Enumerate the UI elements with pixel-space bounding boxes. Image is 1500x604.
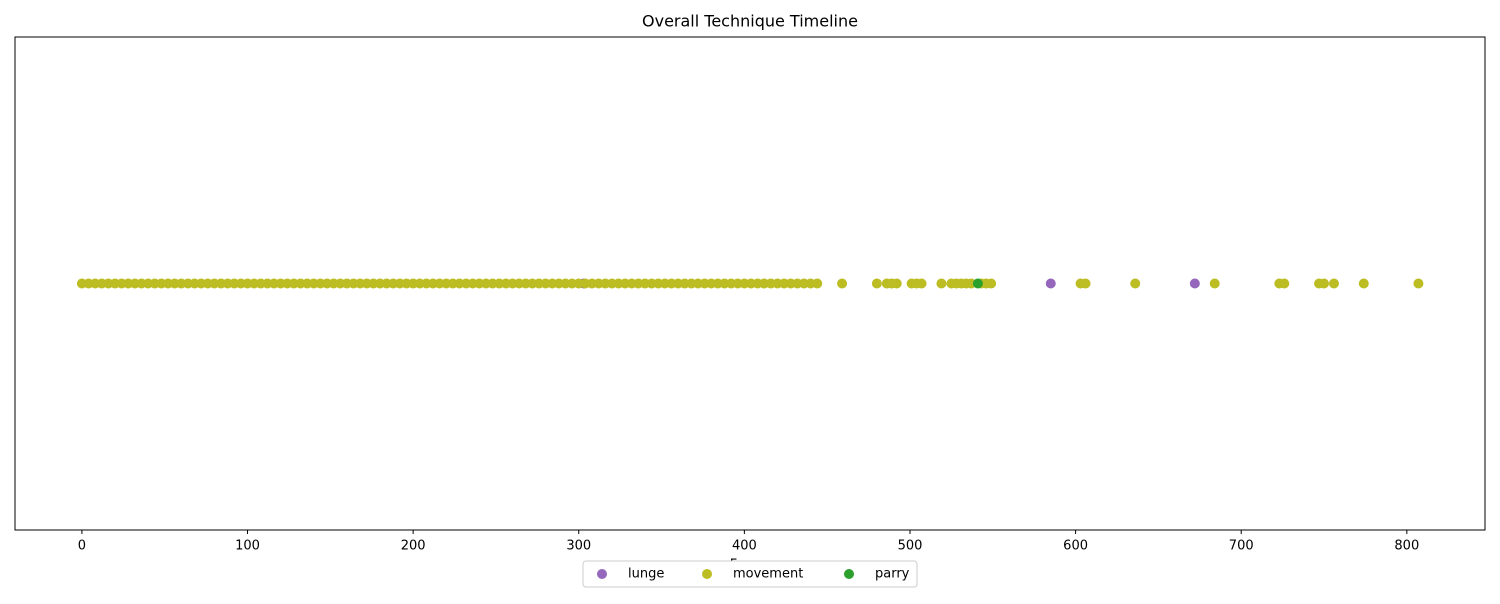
legend-marker [844, 569, 854, 579]
point [986, 278, 997, 289]
point [1189, 278, 1200, 289]
point [1209, 278, 1220, 289]
legend-marker [702, 569, 712, 579]
point [871, 278, 882, 289]
chart-title: Overall Technique Timeline [642, 12, 858, 31]
x-tick-label: 400 [732, 539, 757, 554]
legend-marker [597, 569, 607, 579]
x-tick-label: 800 [1394, 539, 1419, 554]
x-tick-label: 500 [898, 539, 923, 554]
x-tick-label: 0 [78, 539, 86, 554]
x-tick-label: 600 [1063, 539, 1088, 554]
point [1328, 278, 1339, 289]
point [1045, 278, 1056, 289]
x-tick-label: 100 [235, 539, 260, 554]
x-tick-label: 200 [401, 539, 426, 554]
point [837, 278, 848, 289]
point [1413, 278, 1424, 289]
point [812, 278, 823, 289]
x-tick-label: 700 [1229, 539, 1254, 554]
point [916, 278, 927, 289]
point [936, 278, 947, 289]
legend-box [582, 560, 918, 588]
x-tick-label: 300 [566, 539, 591, 554]
point [1080, 278, 1091, 289]
point [1358, 278, 1369, 289]
legend-label: parry [875, 567, 910, 582]
legend-label: lunge [628, 567, 664, 582]
plot-frame [14, 36, 1486, 531]
legend-label: movement [733, 567, 803, 582]
point [1319, 278, 1330, 289]
point [972, 278, 983, 289]
point [1279, 278, 1290, 289]
point [1130, 278, 1141, 289]
point [891, 278, 902, 289]
